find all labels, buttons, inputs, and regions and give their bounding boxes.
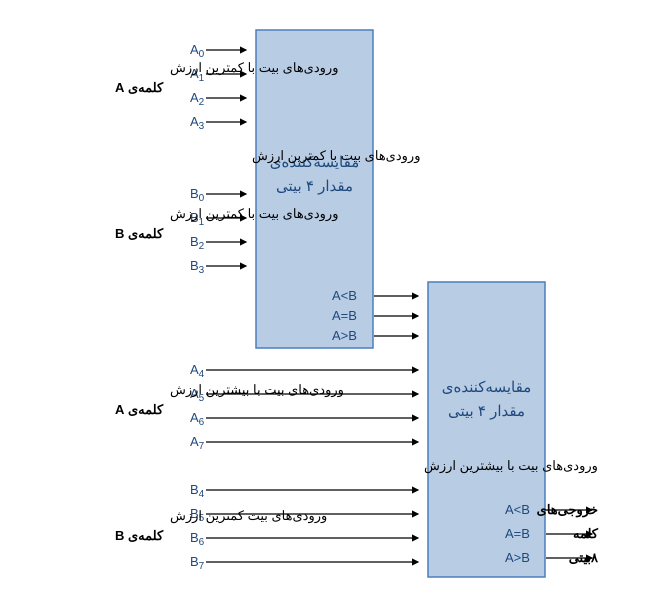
pin-label: A0 (190, 42, 205, 60)
pin-label: A>B (505, 550, 530, 565)
upper-comparator-title-2: مقدار ۴ بیتی (276, 178, 353, 195)
label-out-1: خروجی‌های (537, 502, 598, 518)
pin-label: A<B (505, 502, 530, 517)
comparator-cascade-diagram: مقایسه‌کننده‌ی مقدار ۴ بیتی مقایسه‌کننده… (0, 0, 652, 603)
pin-label: A4 (190, 362, 205, 380)
lower-a-inputs: A4A5A6A7 (190, 362, 418, 452)
lower-b-inputs: B4B5B6B7 (190, 482, 418, 572)
label-upper-mid: ورودی‌های بیت با کمترین ارزش (252, 148, 420, 164)
label-out-3: ۸بیتی (569, 550, 599, 565)
pin-label: B7 (190, 554, 205, 572)
pin-label: A=B (505, 526, 530, 541)
upper-a-inputs: A0A1A2A3 (190, 42, 246, 132)
pin-label: A>B (332, 328, 357, 343)
upper-outputs: A<B A=B A>B (332, 288, 418, 343)
label-lower-a-1: ورودی‌های بیت با بیشترین ارزش (170, 382, 344, 398)
pin-label: A7 (190, 434, 205, 452)
pin-label: A3 (190, 114, 205, 132)
pin-label: B4 (190, 482, 205, 500)
lower-comparator-title-2: مقدار ۴ بیتی (448, 403, 525, 420)
label-out-2: کلمه (573, 526, 599, 541)
pin-label: A6 (190, 410, 205, 428)
label-upper-b-1: ورودی‌های بیت با کمترین ارزش (170, 206, 338, 222)
pin-label: B2 (190, 234, 205, 252)
label-lower-mid: ورودی‌های بیت با بیشترین ارزش (424, 458, 598, 474)
label-upper-a-1: ورودی‌های بیت با کمترین ارزش (170, 60, 338, 76)
upper-b-inputs: B0B1B2B3 (190, 186, 246, 276)
label-lower-b-2: کلمه‌ی B (115, 528, 164, 543)
label-lower-a-2: کلمه‌ی A (115, 402, 164, 417)
pin-label: A<B (332, 288, 357, 303)
pin-label: B0 (190, 186, 205, 204)
lower-comparator-title-1: مقایسه‌کننده‌ی (442, 379, 531, 396)
pin-label: A2 (190, 90, 205, 108)
pin-label: B3 (190, 258, 205, 276)
label-upper-b-2: کلمه‌ی B (115, 226, 164, 241)
pin-label: B6 (190, 530, 205, 548)
label-upper-a-2: کلمه‌ی A (115, 80, 164, 95)
pin-label: A=B (332, 308, 357, 323)
label-lower-b-1: ورودی‌های بیت کمترین ارزش (170, 508, 327, 524)
